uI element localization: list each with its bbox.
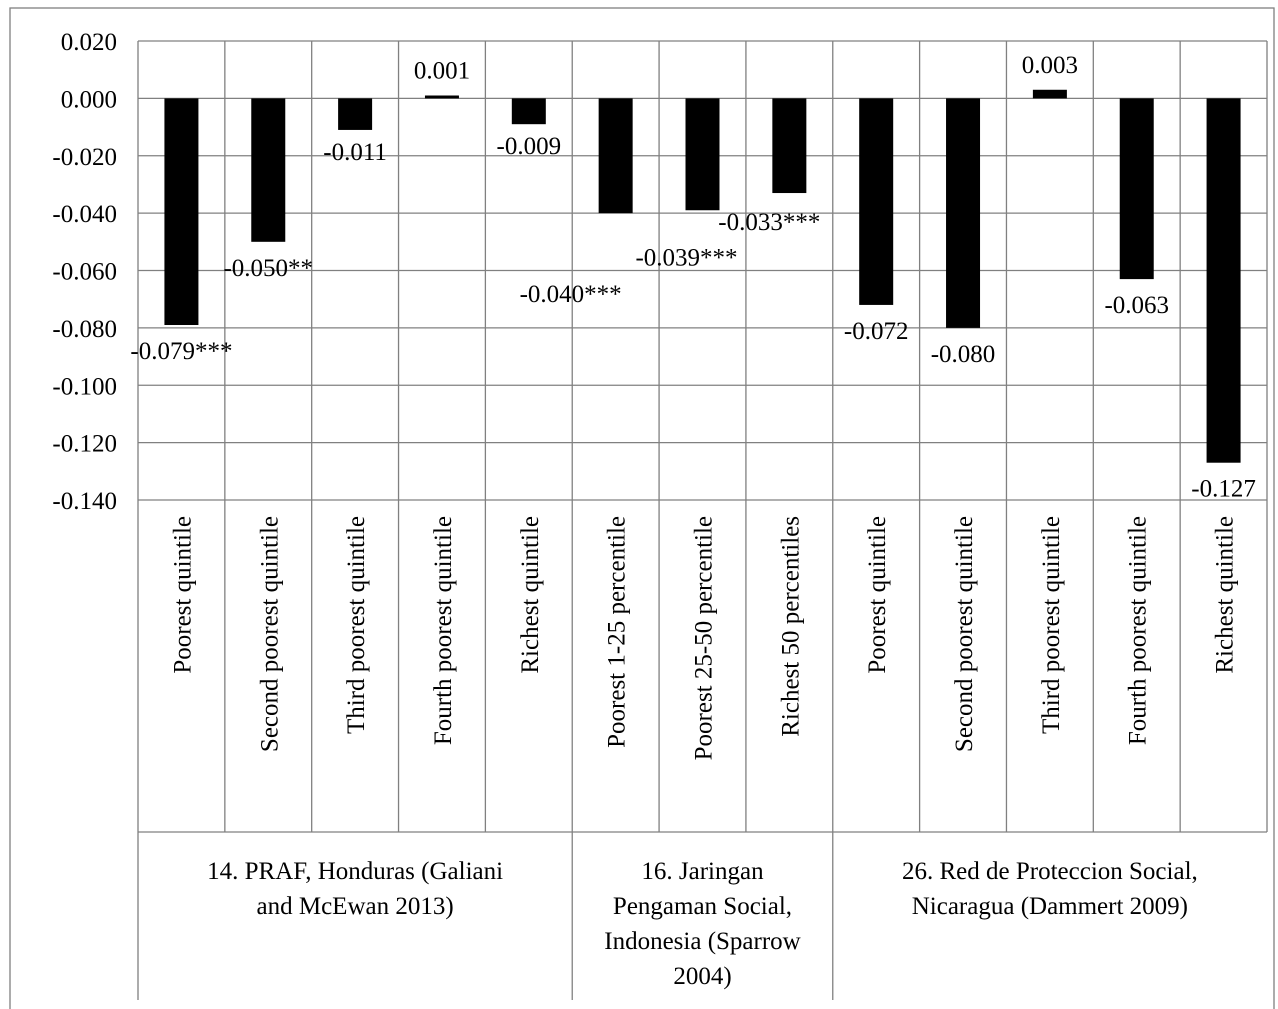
chart-frame — [9, 7, 1275, 1009]
bar — [598, 98, 633, 214]
category-label: Fourth poorest quintile — [430, 516, 457, 745]
data-label: -0.050** — [223, 255, 313, 282]
bar — [251, 98, 286, 242]
y-tick-label: -0.080 — [52, 316, 117, 343]
category-label: Second poorest quintile — [951, 516, 978, 752]
bar — [424, 95, 459, 99]
group-label: and McEwan 2013) — [257, 893, 454, 920]
bar — [1119, 98, 1154, 280]
y-tick-label: -0.020 — [52, 144, 117, 171]
category-label: Second poorest quintile — [256, 516, 283, 752]
data-label: -0.063 — [1104, 292, 1169, 319]
data-label: 0.003 — [1022, 52, 1078, 79]
data-label: -0.127 — [1191, 476, 1256, 503]
group-label: Indonesia (Sparrow — [604, 928, 800, 955]
data-label: -0.079*** — [130, 338, 232, 365]
category-label: Poorest quintile — [864, 516, 891, 674]
data-label: 0.001 — [414, 58, 470, 85]
group-label: 14. PRAF, Honduras (Galiani — [207, 858, 503, 885]
category-label: Richest quintile — [1212, 516, 1239, 674]
category-label: Richest 50 percentiles — [777, 516, 804, 737]
category-label: Richest quintile — [517, 516, 544, 674]
bar — [164, 98, 199, 326]
y-tick-label: -0.040 — [52, 201, 117, 228]
category-label: Third poorest quintile — [1038, 516, 1065, 734]
y-tick-label: -0.140 — [52, 488, 117, 515]
data-label: -0.033*** — [718, 209, 820, 236]
category-label: Poorest quintile — [169, 516, 196, 674]
category-label: Poorest 1-25 percentile — [604, 516, 631, 748]
group-label: 2004) — [673, 963, 731, 990]
data-label: -0.009 — [497, 133, 562, 160]
category-label: Fourth poorest quintile — [1125, 516, 1152, 745]
bar — [1206, 98, 1241, 463]
y-tick-label: -0.100 — [52, 373, 117, 400]
category-label: Poorest 25-50 percentile — [691, 516, 718, 760]
data-label: -0.011 — [323, 139, 387, 166]
data-label: -0.039*** — [635, 244, 737, 271]
y-tick-label: -0.120 — [52, 431, 117, 458]
group-label: Nicaragua (Dammert 2009) — [912, 893, 1188, 920]
group-label: 26. Red de Proteccion Social, — [902, 858, 1198, 885]
category-label: Third poorest quintile — [343, 516, 370, 734]
bar — [946, 98, 981, 328]
y-tick-label: -0.060 — [52, 259, 117, 286]
bar — [338, 98, 373, 130]
data-label: -0.080 — [931, 341, 996, 368]
bar — [685, 98, 720, 211]
group-label: 16. Jaringan — [641, 858, 764, 885]
bar — [772, 98, 807, 194]
bar — [1032, 89, 1067, 99]
y-tick-label: 0.020 — [61, 29, 117, 56]
bar — [859, 98, 894, 305]
y-tick-label: 0.000 — [61, 86, 117, 113]
bar — [511, 98, 546, 125]
group-label: Pengaman Social, — [613, 893, 792, 920]
data-label: -0.072 — [844, 318, 909, 345]
data-label: -0.040*** — [520, 281, 622, 308]
